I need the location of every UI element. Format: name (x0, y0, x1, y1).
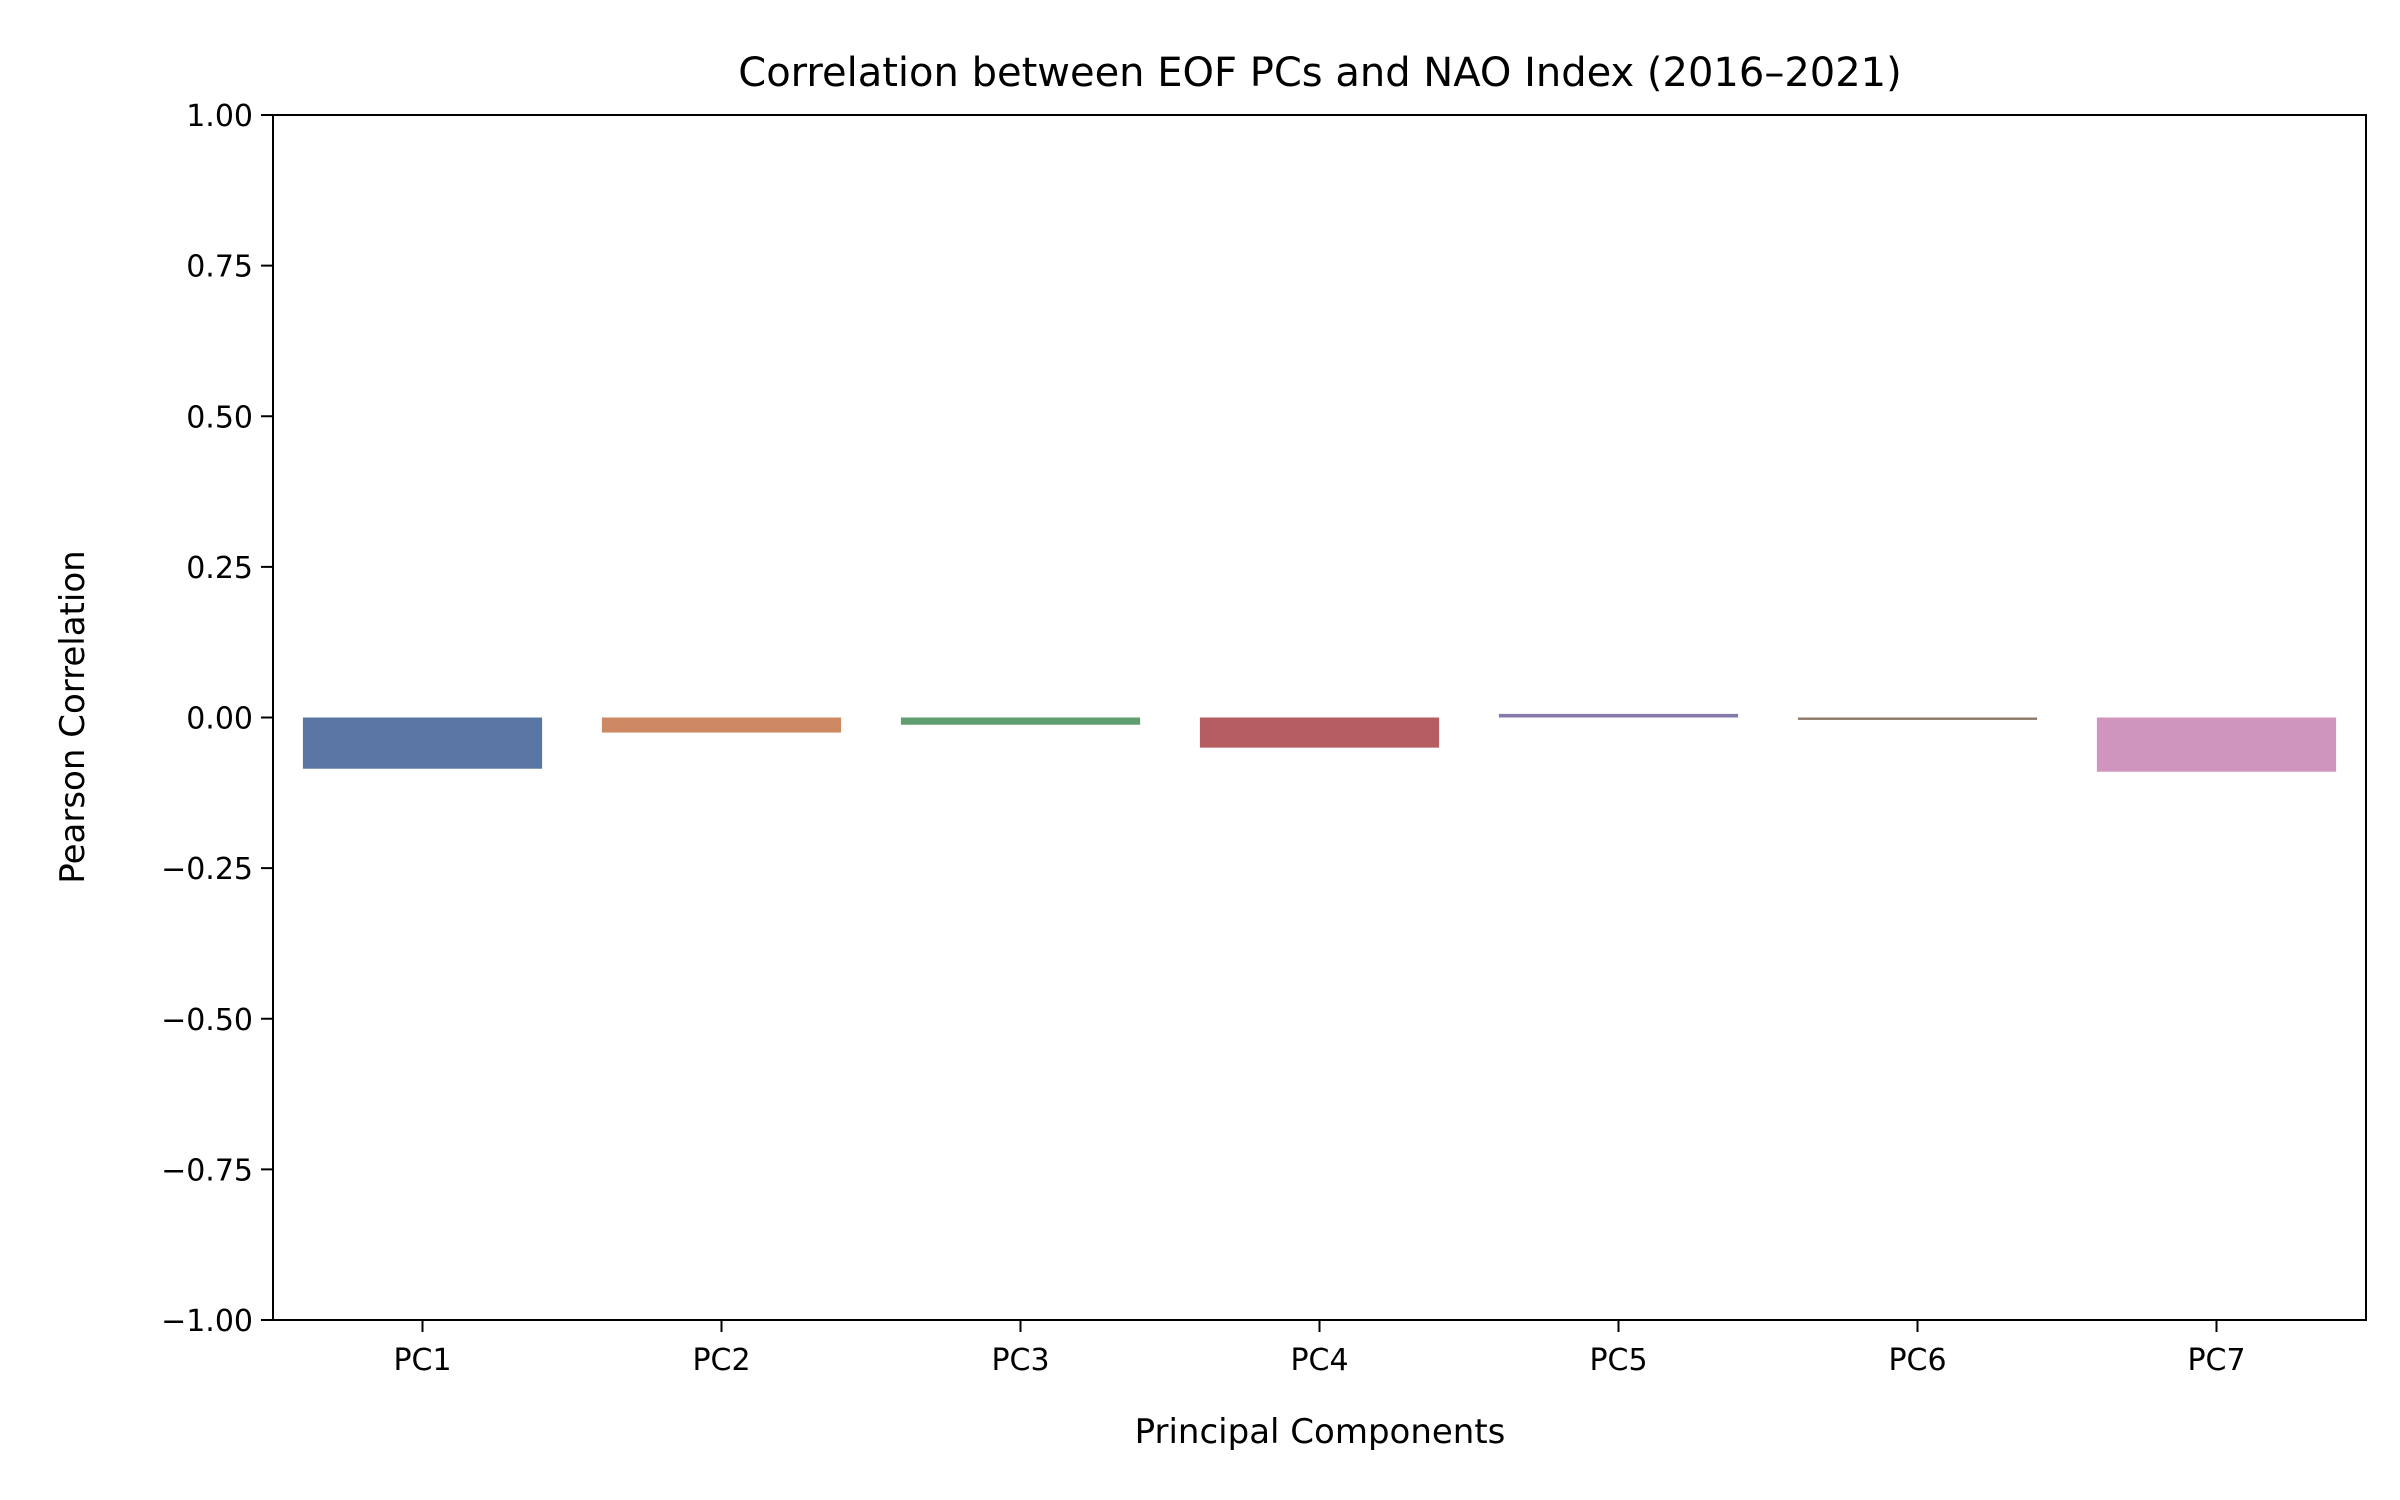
x-tick-label-pc4: PC4 (1290, 1343, 1348, 1378)
y-tick-label: 1.00 (186, 99, 253, 134)
y-tick-label: −0.50 (161, 1003, 253, 1038)
x-tick-label-pc2: PC2 (692, 1343, 750, 1378)
x-tick-label-pc3: PC3 (991, 1343, 1049, 1378)
chart-title: Correlation between EOF PCs and NAO Inde… (738, 50, 1901, 96)
y-tick-label: −0.25 (161, 852, 253, 887)
bar-pc5 (1498, 713, 1739, 718)
y-axis-ticks: 1.00 0.75 0.50 0.25 0.00 −0.25 −0.50 −0.75 −1.00 (161, 99, 273, 1339)
x-axis-label: Principal Components (1135, 1412, 1506, 1452)
y-tick-label: −0.75 (161, 1153, 253, 1188)
bars-layer (302, 713, 2337, 772)
x-axis-ticks: PC1 PC2 PC3 PC4 PC5 PC6 PC7 (393, 1320, 2246, 1378)
y-axis-label: Pearson Correlation (53, 550, 93, 883)
y-tick-label: −1.00 (161, 1304, 253, 1339)
bar-pc3 (900, 717, 1141, 725)
y-tick-label: 0.75 (186, 250, 253, 285)
x-tick-label-pc5: PC5 (1589, 1343, 1647, 1378)
bar-pc4 (1199, 717, 1440, 748)
x-tick-label-pc6: PC6 (1888, 1343, 1946, 1378)
x-tick-label-pc1: PC1 (393, 1343, 451, 1378)
y-tick-label: 0.00 (186, 702, 253, 737)
bar-pc2 (601, 717, 842, 733)
x-tick-label-pc7: PC7 (2187, 1343, 2245, 1378)
bar-pc1 (302, 717, 543, 769)
y-tick-label: 0.50 (186, 400, 253, 435)
y-tick-label: 0.25 (186, 551, 253, 586)
bar-pc7 (2096, 717, 2337, 772)
bar-pc6 (1797, 717, 2038, 720)
